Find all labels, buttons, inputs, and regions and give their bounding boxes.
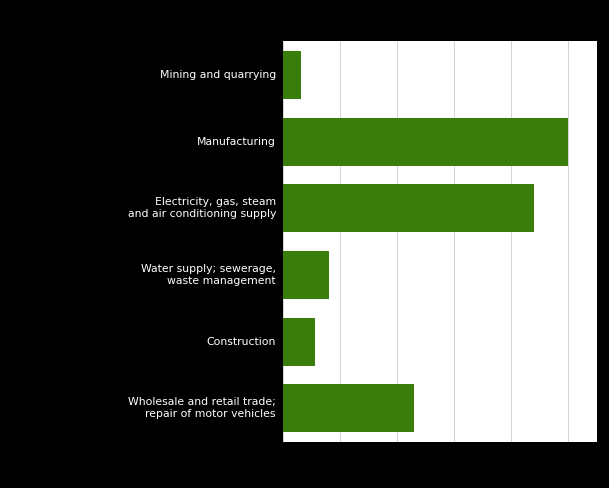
Text: Mining and quarrying: Mining and quarrying: [160, 70, 276, 80]
Bar: [283, 51, 301, 99]
Bar: [283, 118, 568, 165]
Bar: [283, 318, 314, 366]
Text: Wholesale and retail trade;
repair of motor vehicles: Wholesale and retail trade; repair of mo…: [128, 398, 276, 419]
Text: Construction: Construction: [206, 337, 276, 346]
Text: Manufacturing: Manufacturing: [197, 137, 276, 146]
Bar: [283, 184, 534, 232]
Text: Electricity, gas, steam
and air conditioning supply: Electricity, gas, steam and air conditio…: [127, 198, 276, 219]
Bar: [283, 384, 414, 432]
Text: Water supply; sewerage,
waste management: Water supply; sewerage, waste management: [141, 264, 276, 285]
Bar: [283, 251, 329, 299]
